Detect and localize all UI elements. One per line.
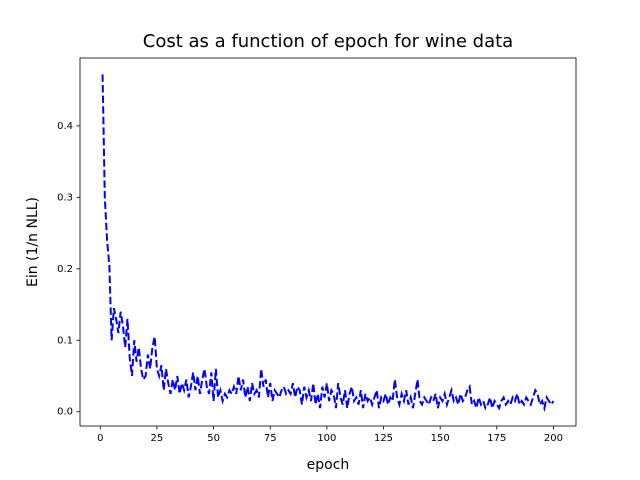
x-tick-label: 50 xyxy=(207,433,220,444)
x-tick-label: 175 xyxy=(487,433,506,444)
x-tick-label: 25 xyxy=(151,433,164,444)
x-tick-label: 150 xyxy=(431,433,450,444)
x-tick-label: 125 xyxy=(374,433,393,444)
y-tick-label: 0.3 xyxy=(57,192,73,203)
y-tick-label: 0.4 xyxy=(57,121,73,132)
data-line xyxy=(101,74,555,413)
x-tick-label: 75 xyxy=(264,433,277,444)
y-axis-label: Ein (1/n NLL) xyxy=(25,197,41,287)
x-axis-label: epoch xyxy=(307,457,350,473)
plot-frame xyxy=(79,57,577,427)
chart-title: Cost as a function of epoch for wine dat… xyxy=(143,31,513,52)
x-tick-label: 200 xyxy=(544,433,563,444)
x-tick-label: 100 xyxy=(317,433,336,444)
x-tick-label: 0 xyxy=(97,433,103,444)
y-tick-label: 0.2 xyxy=(57,264,73,275)
y-tick-label: 0.1 xyxy=(57,335,73,346)
y-tick-label: 0.0 xyxy=(57,407,73,418)
